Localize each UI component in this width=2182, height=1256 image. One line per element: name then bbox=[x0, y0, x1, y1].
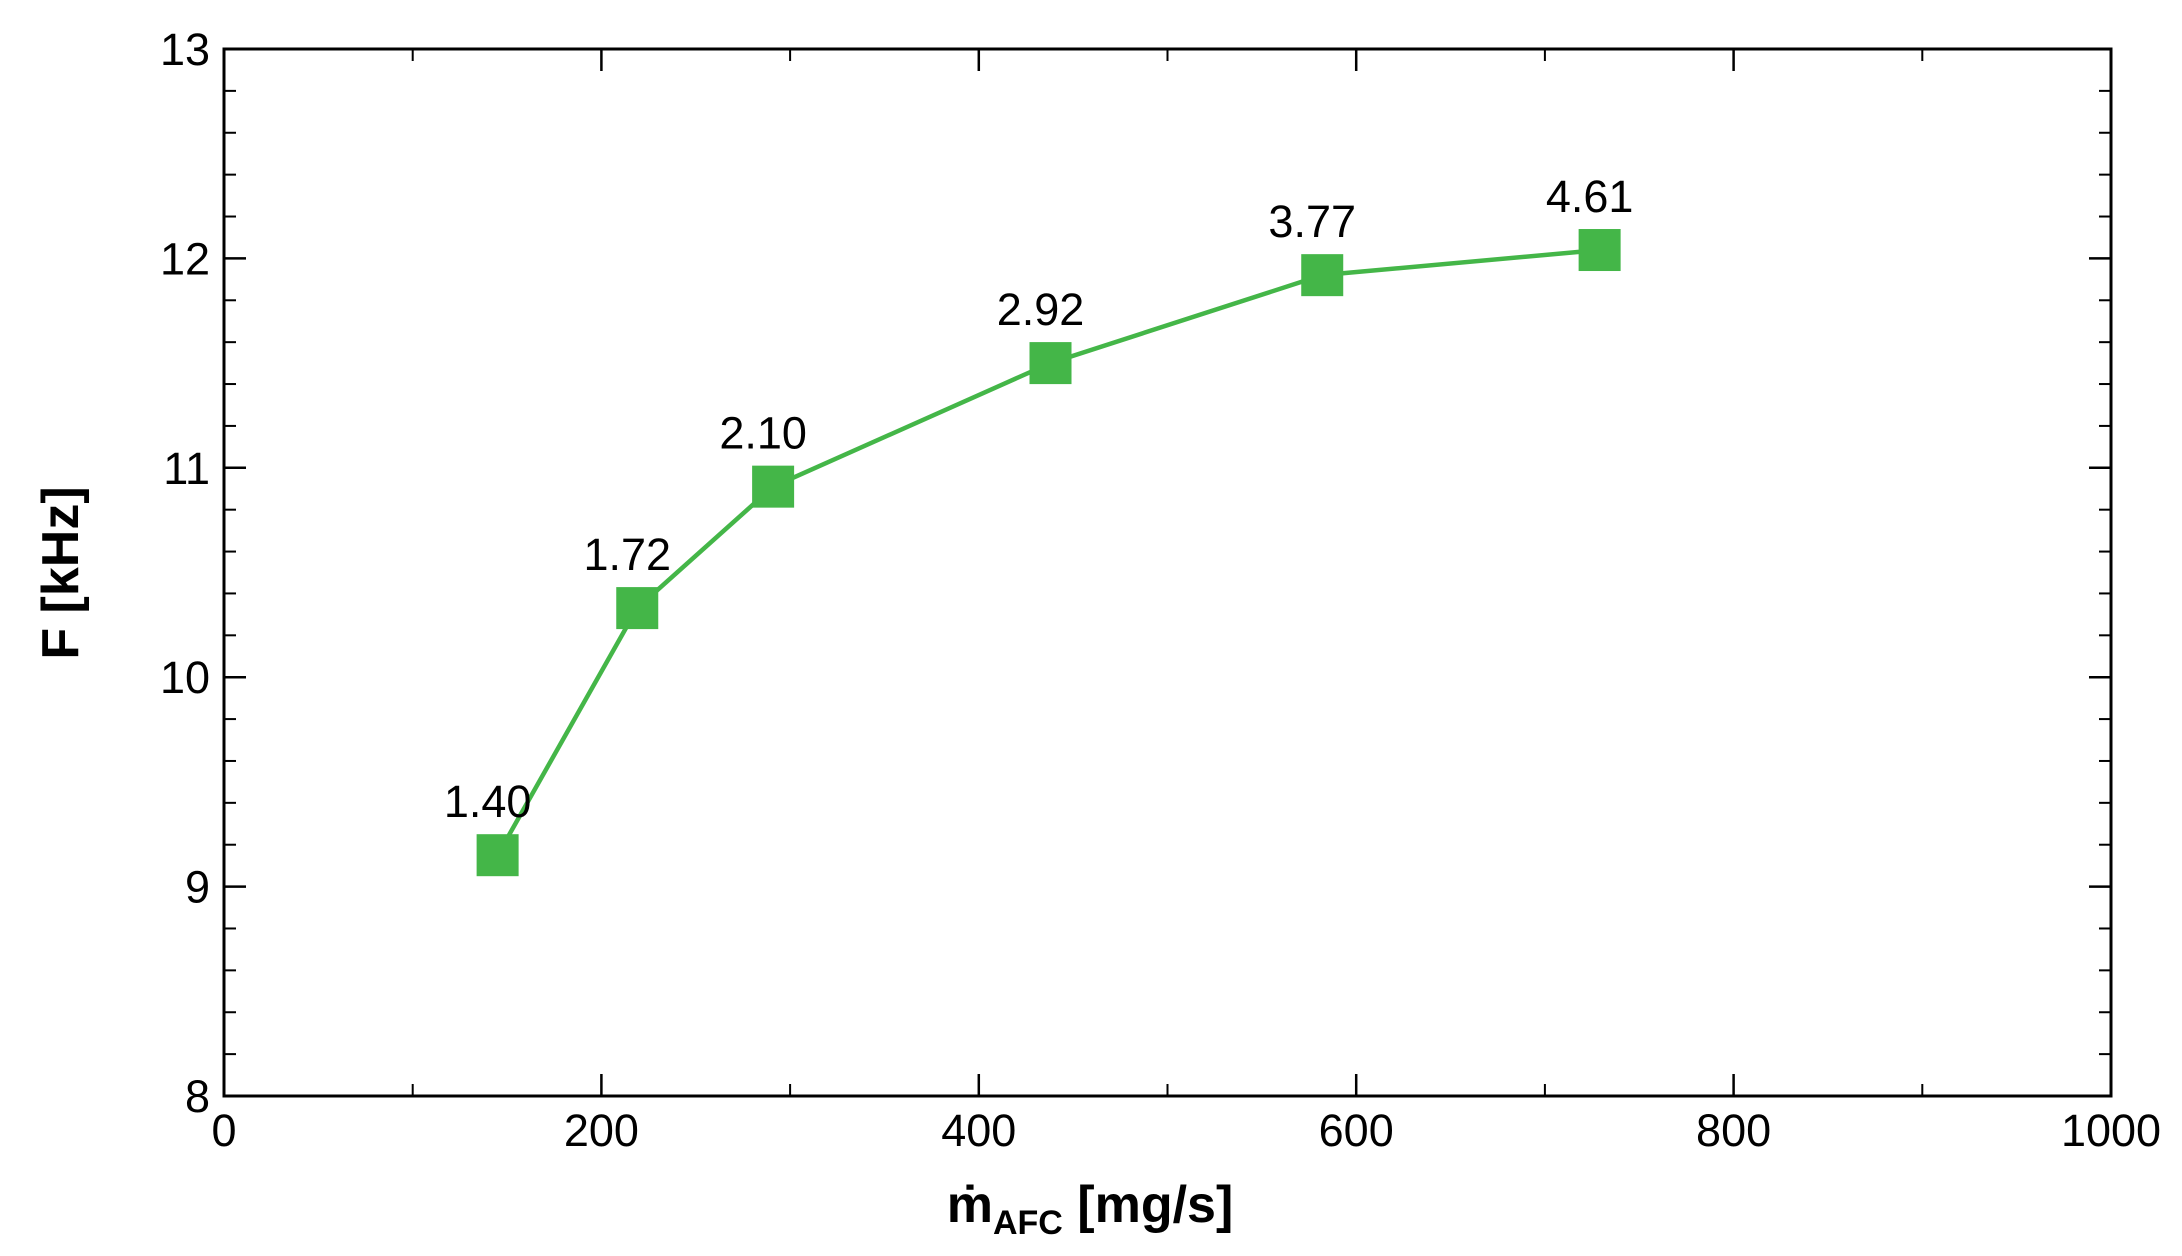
data-marker bbox=[1301, 254, 1344, 297]
data-marker bbox=[476, 834, 519, 877]
x-tick-label: 0 bbox=[211, 1105, 236, 1156]
y-tick-label: 12 bbox=[160, 233, 210, 284]
plot-frame bbox=[222, 47, 2113, 1098]
point-label: 2.92 bbox=[997, 284, 1085, 335]
y-tick-label: 11 bbox=[163, 443, 210, 494]
x-tick-label: 600 bbox=[1319, 1105, 1394, 1156]
data-line bbox=[495, 247, 1600, 857]
y-tick-label: 13 bbox=[160, 24, 210, 75]
x-tick-label: 200 bbox=[564, 1105, 639, 1156]
x-axis-title: ṁAFC [mg/s] bbox=[947, 1176, 1234, 1242]
point-label: 1.40 bbox=[444, 776, 532, 827]
x-tick-label: 800 bbox=[1696, 1105, 1771, 1156]
point-label: 2.10 bbox=[719, 408, 807, 459]
data-marker bbox=[1578, 229, 1621, 272]
x-axis-unit: [mg/s] bbox=[1063, 1176, 1233, 1234]
data-marker bbox=[752, 465, 795, 508]
x-tick-label: 400 bbox=[941, 1105, 1016, 1156]
data-marker bbox=[1029, 342, 1072, 385]
y-tick-label: 10 bbox=[160, 652, 210, 703]
x-axis-symbol: ṁ bbox=[947, 1176, 993, 1234]
point-label: 4.61 bbox=[1546, 171, 1634, 222]
point-label: 3.77 bbox=[1268, 196, 1356, 247]
x-tick-label: 1000 bbox=[2061, 1105, 2161, 1156]
y-tick-label: 9 bbox=[185, 862, 210, 913]
y-axis-title: F [kHz] bbox=[32, 486, 90, 659]
point-label: 1.72 bbox=[583, 529, 671, 580]
x-axis-subscript: AFC bbox=[993, 1204, 1063, 1242]
data-marker bbox=[616, 587, 659, 630]
y-tick-label: 8 bbox=[185, 1071, 210, 1122]
